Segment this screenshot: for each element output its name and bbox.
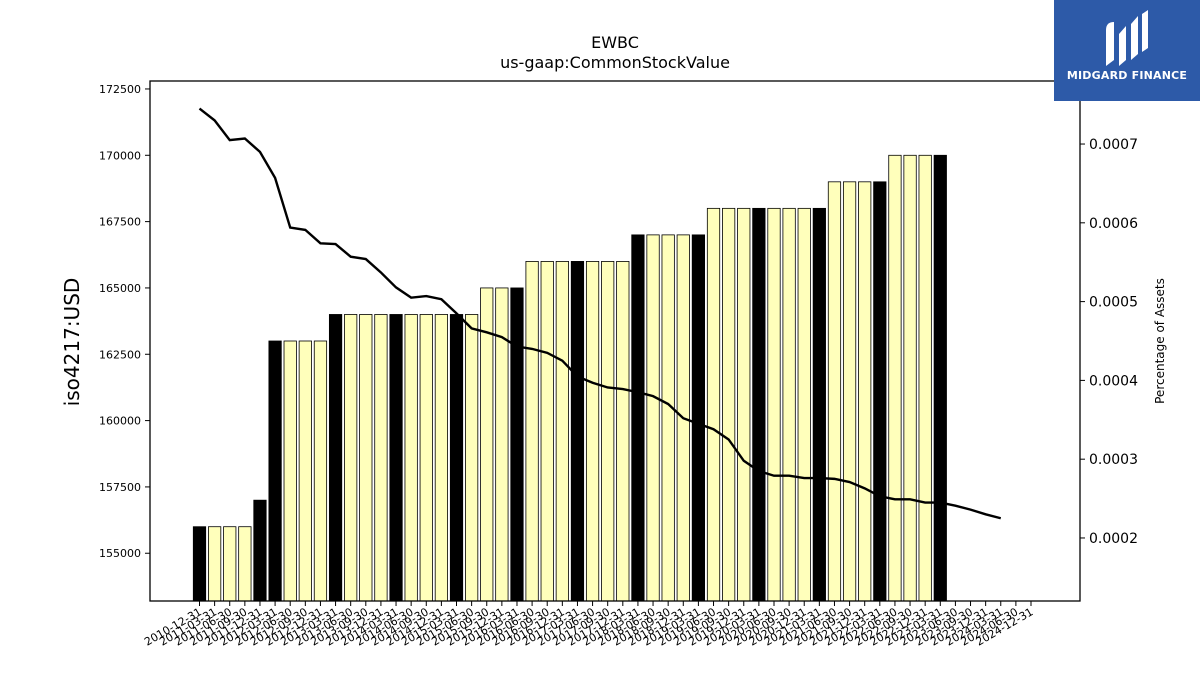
bar — [570, 261, 585, 602]
bar — [404, 314, 418, 602]
bar — [344, 314, 358, 602]
y2-tick-label: 0.0004 — [1089, 373, 1138, 389]
bar — [722, 207, 736, 602]
bar — [616, 261, 630, 602]
bar — [888, 154, 902, 602]
bar — [797, 207, 811, 602]
bar — [223, 526, 237, 602]
bar — [510, 287, 524, 602]
bar — [298, 340, 312, 602]
y-axis-left: 155000 157500 160000 162500 165000 167500 1700… — [99, 83, 150, 560]
y-tick-label: 162500 — [99, 348, 141, 361]
chart-subtitle: us-gaap:CommonStockValue — [500, 53, 730, 72]
bar — [313, 340, 328, 602]
bar — [767, 207, 781, 602]
bar — [873, 181, 887, 602]
y-tick-label: 170000 — [99, 149, 141, 162]
bar — [253, 499, 267, 602]
logo-text: MIDGARD FINANCE — [1066, 69, 1188, 82]
y-axis-right: 0.0002 0.0003 0.0004 0.0005 0.0006 0.0007 — [1080, 137, 1138, 547]
bar — [283, 340, 297, 602]
y2-tick-label: 0.0006 — [1089, 216, 1138, 232]
plot-frame — [149, 80, 1081, 602]
bar — [827, 181, 842, 602]
x-axis: 2010-12-312011-03-312011-06-302011-09-30… — [142, 601, 1036, 649]
bar — [631, 234, 645, 602]
bar — [601, 261, 615, 602]
bar — [359, 314, 373, 602]
bar — [858, 181, 872, 602]
bar — [525, 261, 539, 602]
y-axis-label: iso4217:USD — [60, 278, 84, 407]
bar — [328, 314, 343, 602]
y-tick-label: 155000 — [99, 547, 141, 560]
bar — [842, 181, 857, 602]
y-tick-label: 165000 — [99, 282, 141, 295]
y2-tick-label: 0.0007 — [1089, 137, 1138, 153]
bar — [555, 261, 569, 602]
chart-title: EWBC — [591, 33, 639, 52]
bar — [903, 154, 917, 602]
y2-axis-label: Percentage of Assets — [1153, 278, 1167, 404]
y2-tick-label: 0.0002 — [1089, 531, 1138, 547]
y2-tick-label: 0.0005 — [1089, 295, 1138, 311]
y-tick-label: 160000 — [99, 415, 141, 428]
bar — [706, 207, 721, 602]
bar — [434, 314, 448, 602]
bar — [661, 234, 675, 602]
bar — [419, 314, 433, 602]
percentage-of-assets-line — [198, 107, 1002, 520]
bar — [737, 207, 751, 602]
bar — [540, 261, 554, 602]
midgard-finance-logo: MIDGARD FINANCE — [1054, 0, 1200, 101]
bar — [585, 261, 600, 602]
bar-series — [192, 154, 947, 602]
y2-tick-label: 0.0003 — [1089, 452, 1138, 468]
y-tick-label: 167500 — [99, 216, 141, 229]
bar — [646, 234, 660, 602]
y-tick-label: 157500 — [99, 481, 141, 494]
y-tick-label: 172500 — [99, 83, 141, 96]
midgard-logo-icon — [1106, 10, 1148, 66]
bar — [389, 314, 403, 602]
bar — [918, 154, 932, 602]
bar — [752, 207, 766, 602]
bar — [268, 340, 282, 602]
bar — [465, 314, 479, 602]
bar — [374, 314, 388, 602]
bar — [933, 154, 947, 602]
bar — [812, 207, 826, 602]
bar — [238, 526, 252, 602]
bar — [449, 314, 464, 602]
bar — [208, 526, 222, 602]
bar — [192, 526, 207, 602]
bar — [782, 207, 796, 602]
bar — [691, 234, 706, 602]
